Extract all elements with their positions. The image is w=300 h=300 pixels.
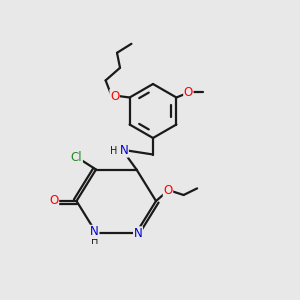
Text: N: N — [134, 227, 142, 240]
Text: H: H — [91, 236, 98, 247]
Text: O: O — [50, 194, 58, 208]
Text: O: O — [184, 85, 193, 99]
Text: O: O — [110, 89, 119, 103]
Text: H: H — [110, 146, 118, 156]
Text: N: N — [90, 225, 99, 239]
Text: O: O — [164, 184, 172, 197]
Text: Cl: Cl — [71, 151, 82, 164]
Text: N: N — [119, 144, 128, 157]
